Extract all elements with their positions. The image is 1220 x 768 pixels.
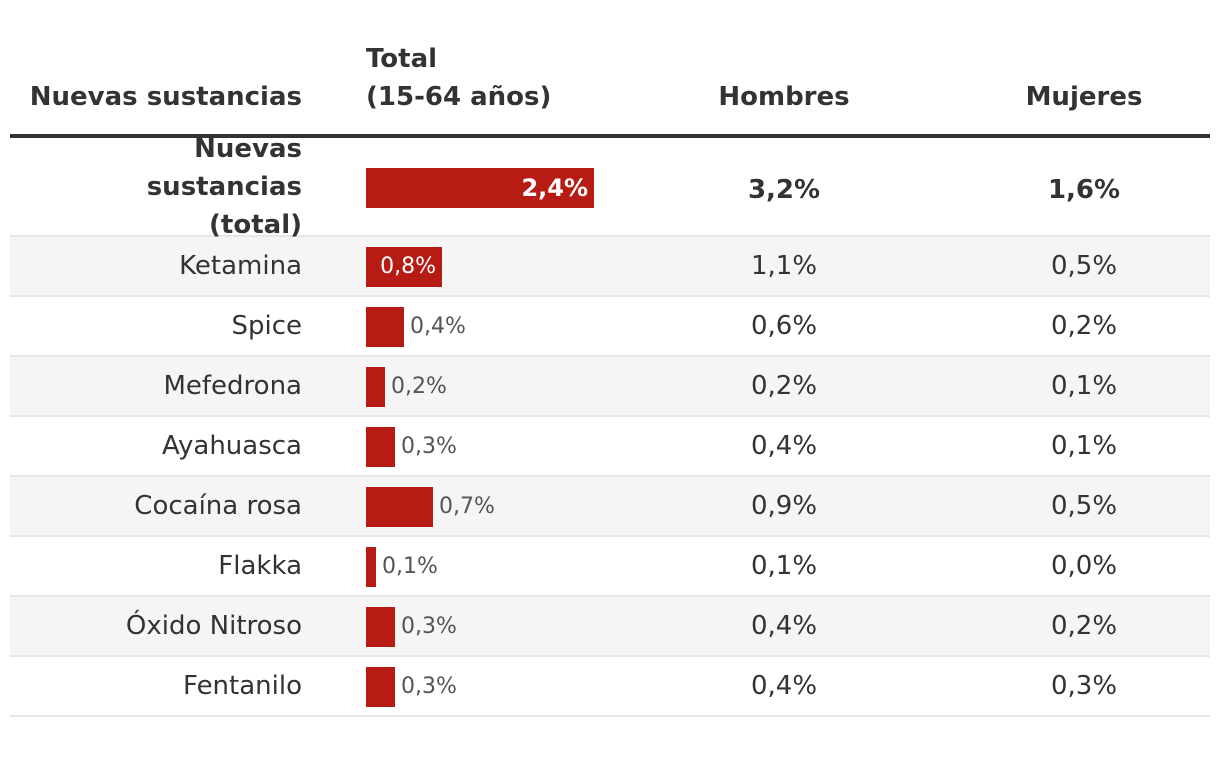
women-value: 0,1% <box>1050 431 1118 461</box>
total-bar-cell: 0,3% <box>366 667 666 707</box>
total-bar <box>366 247 442 287</box>
header-substance: Nuevas sustancias <box>29 82 302 112</box>
total-bar-cell: 0,8% <box>366 247 666 287</box>
substance-name: Ayahuasca <box>161 431 302 461</box>
substance-name: Fentanilo <box>183 671 302 701</box>
header-women: Mujeres <box>1025 82 1143 112</box>
total-bar-label: 0,3% <box>401 434 457 459</box>
header-men: Hombres <box>718 82 850 112</box>
table-row: Ayahuasca 0,3% 0,4% 0,1% <box>10 417 1210 477</box>
total-bar-cell: 0,4% <box>366 307 666 347</box>
total-bar <box>366 307 404 347</box>
substance-name: Óxido Nitroso <box>125 611 302 641</box>
total-bar-cell: 0,3% <box>366 427 666 467</box>
total-bar-cell: 0,7% <box>366 487 666 527</box>
total-bar <box>366 487 433 527</box>
total-bar-label: 0,3% <box>401 674 457 699</box>
substance-name: Cocaína rosa <box>134 491 302 521</box>
substance-name: Spice <box>231 311 302 341</box>
men-value: 0,9% <box>750 491 818 521</box>
header-total: Total (15-64 años) <box>366 40 666 116</box>
men-value: 0,4% <box>750 611 818 641</box>
total-bar <box>366 367 385 407</box>
total-bar-label: 0,1% <box>382 554 438 579</box>
total-bar <box>366 547 376 587</box>
total-bar-cell: 0,1% <box>366 547 666 587</box>
total-bar-cell: 0,2% <box>366 367 666 407</box>
total-bar-label: 0,2% <box>391 374 447 399</box>
women-value: 0,0% <box>1050 551 1118 581</box>
total-bar-cell: 2,4% <box>366 168 666 208</box>
total-bar <box>366 168 594 208</box>
total-bar-label: 0,4% <box>410 314 466 339</box>
table-row: Spice 0,4% 0,6% 0,2% <box>10 297 1210 357</box>
table-header: Nuevas sustancias Total (15-64 años) Hom… <box>10 40 1210 138</box>
women-value: 0,5% <box>1050 491 1118 521</box>
substance-name: Nuevas sustancias (total) <box>146 133 302 240</box>
women-value: 0,5% <box>1050 251 1118 281</box>
table-row: Cocaína rosa 0,7% 0,9% 0,5% <box>10 477 1210 537</box>
total-bar-label: 0,3% <box>401 614 457 639</box>
total-bar-label: 0,7% <box>439 494 495 519</box>
men-value: 1,1% <box>750 251 818 281</box>
header-total-line1: Total <box>366 44 438 74</box>
total-bar-cell: 0,3% <box>366 607 666 647</box>
women-value: 0,3% <box>1050 671 1118 701</box>
men-value: 0,4% <box>750 431 818 461</box>
total-bar-label: 2,4% <box>521 174 588 202</box>
women-value: 0,2% <box>1050 311 1118 341</box>
total-bar <box>366 607 395 647</box>
men-value: 3,2% <box>747 175 821 205</box>
data-table: Nuevas sustancias Total (15-64 años) Hom… <box>10 40 1210 717</box>
substance-name: Mefedrona <box>163 371 302 401</box>
women-value: 1,6% <box>1047 175 1121 205</box>
women-value: 0,1% <box>1050 371 1118 401</box>
total-bar <box>366 427 395 467</box>
table-row: Flakka 0,1% 0,1% 0,0% <box>10 537 1210 597</box>
men-value: 0,6% <box>750 311 818 341</box>
table-row: Mefedrona 0,2% 0,2% 0,1% <box>10 357 1210 417</box>
table-row: Óxido Nitroso 0,3% 0,4% 0,2% <box>10 597 1210 657</box>
substance-name: Flakka <box>218 551 302 581</box>
total-bar-label: 0,8% <box>380 254 436 279</box>
men-value: 0,1% <box>750 551 818 581</box>
table-body: Nuevas sustancias (total) 2,4% 3,2% 1,6% Ket… <box>10 134 1210 717</box>
header-total-line2: (15-64 años) <box>366 82 552 112</box>
table-row: Fentanilo 0,3% 0,4% 0,3% <box>10 657 1210 717</box>
total-bar <box>366 667 395 707</box>
women-value: 0,2% <box>1050 611 1118 641</box>
total-row: Nuevas sustancias (total) 2,4% 3,2% 1,6% <box>10 134 1210 240</box>
men-value: 0,4% <box>750 671 818 701</box>
substance-name: Ketamina <box>179 251 302 281</box>
table-row: Ketamina 0,8% 1,1% 0,5% <box>10 237 1210 297</box>
men-value: 0,2% <box>750 371 818 401</box>
